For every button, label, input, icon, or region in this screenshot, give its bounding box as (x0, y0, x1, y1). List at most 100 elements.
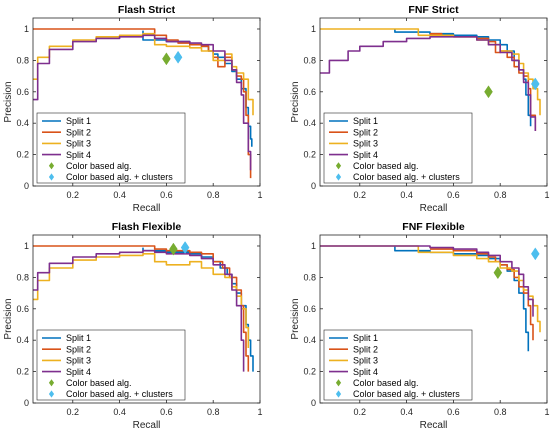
legend-label: Color based alg. (353, 378, 419, 388)
series-line-split-4 (33, 249, 245, 372)
legend-marker (48, 162, 55, 170)
x-tick-label: 0.2 (354, 407, 367, 417)
legend-label: Split 3 (353, 356, 378, 366)
chart-title: FNF Strict (408, 4, 459, 16)
series-line-split-1 (394, 29, 532, 127)
y-tick-label: 0.2 (16, 150, 29, 160)
x-tick-label: 0.8 (207, 190, 220, 200)
legend-label: Split 2 (353, 127, 378, 137)
x-tick-label: 0.4 (113, 407, 126, 417)
x-tick-label: 0.6 (160, 407, 173, 417)
x-tick-label: 1 (544, 407, 549, 417)
axes-box (32, 17, 261, 187)
x-tick-label: 0.4 (400, 190, 413, 200)
y-axis-label: Precision (290, 298, 301, 339)
y-tick-label: 0.6 (16, 304, 29, 314)
y-tick-label: 0.2 (16, 367, 29, 377)
y-tick-label: 1 (24, 24, 29, 34)
legend-label: Split 2 (353, 344, 378, 354)
x-tick-label: 0.6 (447, 190, 460, 200)
y-tick-label: 0.6 (303, 87, 316, 97)
marker-color-based-alg (493, 266, 503, 280)
x-tick-label: 0.6 (447, 407, 460, 417)
legend-label: Color based alg. + clusters (353, 172, 460, 182)
marker-color-based-alg-clusters (173, 50, 183, 64)
legend-label: Color based alg. + clusters (66, 172, 173, 182)
y-axis-label: Precision (3, 81, 14, 122)
y-tick-label: 0 (24, 181, 29, 191)
legend-label: Split 4 (353, 150, 378, 160)
legend-label: Split 3 (66, 356, 91, 366)
x-tick-label: 0.2 (354, 190, 367, 200)
legend-label: Split 4 (353, 367, 378, 377)
chart-panel-2: FNF Strict 0.2 0.4 0.6 0.8 1 0 0.2 0.4 0.6 0.8 1 Rec… (290, 4, 550, 214)
legend-label: Split 1 (353, 333, 378, 343)
series-line-split-4 (320, 36, 537, 131)
series-line-split-3 (320, 245, 541, 333)
legend-label: Split 3 (66, 139, 91, 149)
y-tick-label: 0.2 (303, 150, 316, 160)
y-tick-label: 0.4 (303, 335, 316, 345)
legend-label: Color based alg. (66, 378, 132, 388)
marker-color-based-alg-clusters (530, 247, 540, 261)
legend-label: Split 1 (353, 116, 378, 126)
x-axis-label: Recall (133, 420, 161, 431)
chart-title: Flash Strict (118, 4, 176, 16)
x-tick-label: 1 (544, 190, 549, 200)
chart-title: Flash Flexible (112, 221, 182, 233)
legend-marker (335, 390, 342, 398)
y-tick-label: 0.8 (16, 55, 29, 65)
series-line-split-3 (320, 28, 541, 116)
y-tick-label: 0 (311, 181, 316, 191)
x-axis-label: Recall (420, 420, 448, 431)
chart-panel-3: Flash Flexible 0.2 0.4 0.6 0.8 1 0 0.2 0.4 0.6 0.8… (3, 221, 263, 431)
chart-title: FNF Flexible (402, 221, 465, 233)
legend-marker (335, 162, 342, 170)
series-line-split-4 (320, 245, 534, 317)
legend-marker (335, 379, 342, 387)
y-tick-label: 0.8 (303, 55, 316, 65)
marker-color-based-alg (169, 242, 178, 256)
chart-panel-1: Flash Strict 0.2 0.4 0.6 0.8 1 0 0.2 0.4 0.6 0.8 1 R… (3, 4, 263, 214)
legend-box (323, 329, 473, 401)
axes-box (319, 17, 548, 187)
y-tick-label: 1 (311, 24, 316, 34)
legend-label: Color based alg. (353, 161, 419, 171)
marker-color-based-alg-clusters (530, 77, 540, 91)
x-tick-label: 0.4 (113, 190, 126, 200)
x-tick-label: 0.6 (160, 190, 173, 200)
series-line-split-2 (33, 28, 252, 179)
legend-label: Split 2 (66, 344, 91, 354)
x-tick-label: 1 (257, 190, 262, 200)
marker-color-based-alg (484, 85, 493, 99)
y-tick-label: 0.4 (16, 118, 29, 128)
y-tick-label: 0.6 (16, 87, 29, 97)
axes-box (32, 234, 261, 404)
series-line-split-2 (430, 248, 534, 341)
x-axis-label: Recall (133, 203, 161, 214)
x-tick-label: 0.2 (67, 190, 80, 200)
y-tick-label: 0.8 (303, 272, 316, 282)
y-tick-label: 0.2 (303, 367, 316, 377)
y-tick-label: 1 (24, 241, 29, 251)
legend-marker (48, 173, 55, 181)
y-axis-label: Precision (3, 298, 14, 339)
x-tick-label: 0.2 (67, 407, 80, 417)
x-tick-label: 0.8 (494, 190, 507, 200)
y-tick-label: 0.8 (16, 272, 29, 282)
y-tick-label: 0.4 (303, 118, 316, 128)
legend-label: Split 4 (66, 150, 91, 160)
legend-label: Split 3 (353, 139, 378, 149)
legend-box (36, 112, 186, 184)
marker-color-based-alg (162, 52, 171, 66)
chart-panel-4: FNF Flexible 0.2 0.4 0.6 0.8 1 0 0.2 0.4 0.6 0.8 1 R… (290, 221, 550, 431)
x-axis-label: Recall (420, 203, 448, 214)
x-tick-label: 1 (257, 407, 262, 417)
legend-label: Color based alg. + clusters (353, 389, 460, 399)
x-tick-label: 0.8 (207, 407, 220, 417)
